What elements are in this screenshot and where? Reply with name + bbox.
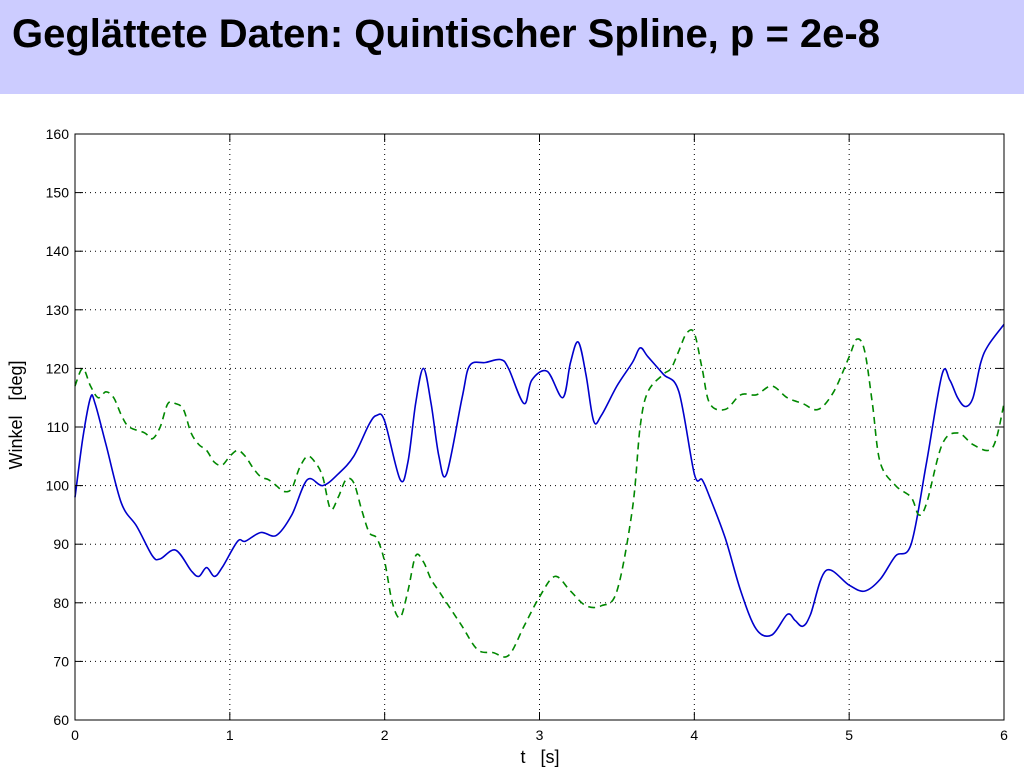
y-tick-label: 160 xyxy=(46,126,70,142)
title-bar: Geglättete Daten: Quintischer Spline, p … xyxy=(0,0,1024,94)
y-tick-label: 150 xyxy=(46,185,70,201)
y-tick-label: 70 xyxy=(53,653,69,669)
x-axis-label: t [s] xyxy=(520,747,559,767)
y-tick-label: 60 xyxy=(53,712,69,728)
series-line-1 xyxy=(74,323,1005,637)
x-tick-label: 3 xyxy=(536,727,544,743)
x-tick-label: 2 xyxy=(381,727,389,743)
tick-labels: 0 1 2 3 4 5 6 60 70 80 90 100 110 120 130 140 150 160 xyxy=(46,126,1008,743)
y-tick-label: 110 xyxy=(47,419,70,435)
y-tick-label: 80 xyxy=(53,595,69,611)
tick-marks xyxy=(74,133,1005,721)
y-axis-label: Winkel [deg] xyxy=(6,360,26,469)
x-tick-label: 1 xyxy=(226,727,234,743)
grid xyxy=(75,134,1004,720)
series-layer xyxy=(74,323,1005,658)
y-tick-label: 140 xyxy=(46,243,70,259)
x-tick-label: 4 xyxy=(690,727,698,743)
y-tick-label: 120 xyxy=(46,360,70,376)
slide-title: Geglättete Daten: Quintischer Spline, p … xyxy=(12,12,880,56)
x-tick-label: 5 xyxy=(845,727,853,743)
y-tick-label: 130 xyxy=(46,302,70,318)
y-tick-label: 100 xyxy=(46,478,70,494)
series-line-2 xyxy=(74,329,1005,658)
x-tick-label: 0 xyxy=(71,727,79,743)
plot-frame xyxy=(74,133,1005,721)
y-tick-label: 90 xyxy=(53,536,69,552)
x-tick-label: 6 xyxy=(1000,727,1008,743)
